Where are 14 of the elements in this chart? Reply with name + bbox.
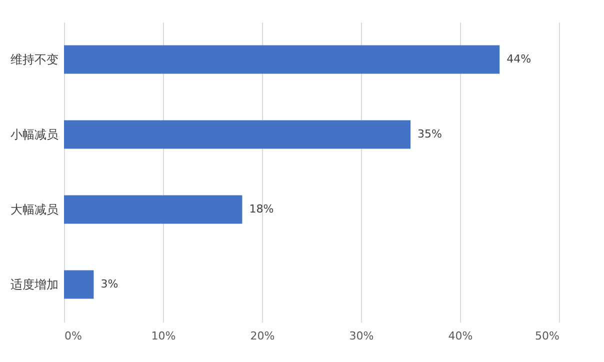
- x-tick-label: 40%: [448, 330, 473, 342]
- x-tick-label: 10%: [151, 330, 176, 342]
- data-label: 3%: [100, 278, 118, 290]
- data-label: 44%: [506, 52, 532, 66]
- data-label: 18%: [249, 202, 274, 216]
- y-tick-label: 适度增加: [10, 278, 58, 292]
- x-tick-label: 20%: [250, 330, 275, 342]
- y-tick-label: 小幅减员: [10, 128, 58, 142]
- x-tick-label: 0%: [64, 330, 82, 342]
- y-tick-label: 维持不变: [10, 52, 58, 66]
- x-tick-label: 50%: [535, 330, 560, 342]
- data-label: 35%: [418, 128, 442, 140]
- y-tick-label: 大幅减员: [10, 202, 58, 216]
- x-tick-label: 30%: [349, 330, 374, 342]
